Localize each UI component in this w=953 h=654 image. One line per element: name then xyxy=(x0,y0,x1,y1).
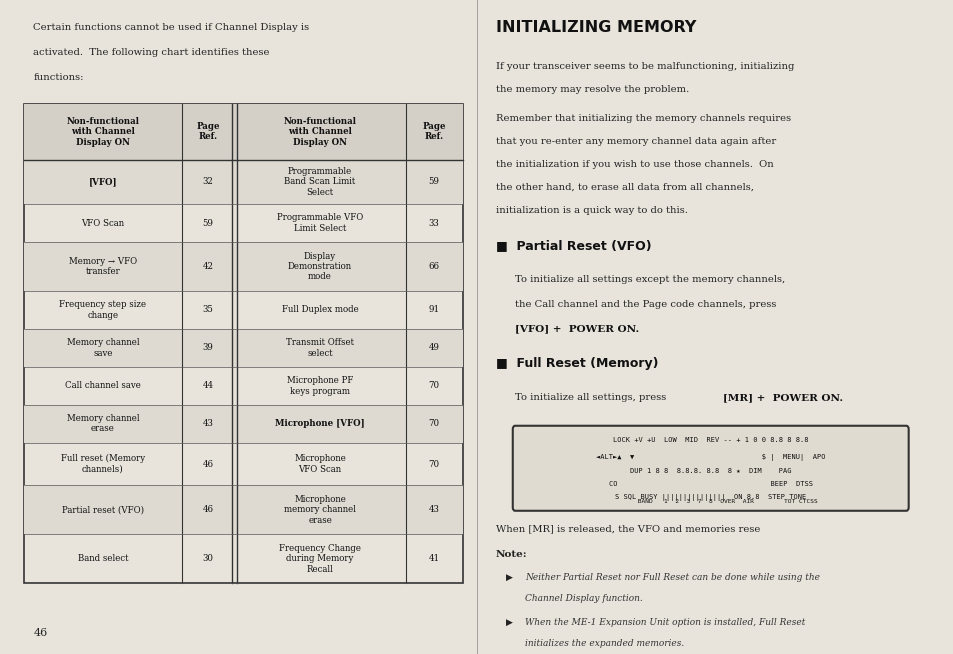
Text: initialization is a quick way to do this.: initialization is a quick way to do this… xyxy=(496,206,687,215)
Text: the Call channel and the Page code channels, press: the Call channel and the Page code chann… xyxy=(515,300,776,309)
Text: [VFO] +  POWER ON.: [VFO] + POWER ON. xyxy=(515,324,639,334)
Text: the other hand, to erase all data from all channels,: the other hand, to erase all data from a… xyxy=(496,183,753,192)
Text: To initialize all settings, press: To initialize all settings, press xyxy=(515,393,669,402)
Text: 32: 32 xyxy=(203,177,213,186)
Bar xyxy=(24,160,462,204)
Text: 35: 35 xyxy=(203,305,213,315)
Bar xyxy=(24,405,462,443)
Text: BAND   1  2  3  7  8  OVER  AIR        TOT CTCSS: BAND 1 2 3 7 8 OVER AIR TOT CTCSS xyxy=(603,499,817,504)
Text: Full reset (Memory
channels): Full reset (Memory channels) xyxy=(61,455,145,473)
Text: Microphone
VFO Scan: Microphone VFO Scan xyxy=(294,455,346,473)
Text: 42: 42 xyxy=(202,262,213,271)
Text: ▶: ▶ xyxy=(505,618,512,627)
Text: initializes the expanded memories.: initializes the expanded memories. xyxy=(524,639,683,648)
Text: 59: 59 xyxy=(202,218,213,228)
Text: When [MR] is released, the VFO and memories rese: When [MR] is released, the VFO and memor… xyxy=(496,524,760,533)
Text: Memory channel
erase: Memory channel erase xyxy=(67,414,139,434)
Text: If your transceiver seems to be malfunctioning, initializing: If your transceiver seems to be malfunct… xyxy=(496,62,794,71)
Text: Microphone [VFO]: Microphone [VFO] xyxy=(274,419,365,428)
Text: 44: 44 xyxy=(202,381,213,390)
Text: ▶: ▶ xyxy=(505,573,512,582)
Text: 49: 49 xyxy=(428,343,439,353)
Text: When the ME-1 Expansion Unit option is installed, Full Reset: When the ME-1 Expansion Unit option is i… xyxy=(524,618,804,627)
Text: Page
Ref.: Page Ref. xyxy=(196,122,220,141)
Text: Microphone
memory channel
erase: Microphone memory channel erase xyxy=(284,495,355,525)
FancyBboxPatch shape xyxy=(513,426,907,511)
Text: Transmit Offset
select: Transmit Offset select xyxy=(286,338,354,358)
Text: Non-functional
with Channel
Display ON: Non-functional with Channel Display ON xyxy=(67,117,139,146)
Text: Neither Partial Reset nor Full Reset can be done while using the: Neither Partial Reset nor Full Reset can… xyxy=(524,573,819,582)
Text: 91: 91 xyxy=(428,305,439,315)
Text: VFO Scan: VFO Scan xyxy=(81,218,124,228)
Text: DUP 1 8 8  8.8.8. 8.8  8 ★  DIM    PAG: DUP 1 8 8 8.8.8. 8.8 8 ★ DIM PAG xyxy=(629,468,791,474)
Text: Memory → VFO
transfer: Memory → VFO transfer xyxy=(69,257,137,276)
Text: Certain functions cannot be used if Channel Display is: Certain functions cannot be used if Chan… xyxy=(33,23,309,32)
Text: Note:: Note: xyxy=(496,550,527,559)
Text: [VFO]: [VFO] xyxy=(89,177,117,186)
Bar xyxy=(24,329,462,367)
Text: Band select: Band select xyxy=(77,555,128,563)
Text: 70: 70 xyxy=(428,419,439,428)
Text: Microphone PF
keys program: Microphone PF keys program xyxy=(287,376,353,396)
Text: Full Duplex mode: Full Duplex mode xyxy=(281,305,358,315)
Text: Frequency Change
during Memory
Recall: Frequency Change during Memory Recall xyxy=(279,544,360,574)
Text: 33: 33 xyxy=(428,218,439,228)
Text: the initialization if you wish to use those channels.  On: the initialization if you wish to use th… xyxy=(496,160,773,169)
Text: 39: 39 xyxy=(203,343,213,353)
Text: Display
Demonstration
mode: Display Demonstration mode xyxy=(288,252,352,281)
Text: 30: 30 xyxy=(202,555,213,563)
Text: Programmable
Band Scan Limit
Select: Programmable Band Scan Limit Select xyxy=(284,167,355,197)
Text: Memory channel
save: Memory channel save xyxy=(67,338,139,358)
Text: 46: 46 xyxy=(202,506,213,514)
Text: To initialize all settings except the memory channels,: To initialize all settings except the me… xyxy=(515,275,784,284)
Text: 43: 43 xyxy=(203,419,213,428)
Text: 70: 70 xyxy=(428,460,439,468)
Text: the memory may resolve the problem.: the memory may resolve the problem. xyxy=(496,85,689,94)
Text: Partial reset (VFO): Partial reset (VFO) xyxy=(62,506,144,514)
Text: 46: 46 xyxy=(202,460,213,468)
Text: 43: 43 xyxy=(428,506,439,514)
Text: functions:: functions: xyxy=(33,73,84,82)
Text: activated.  The following chart identifies these: activated. The following chart identifie… xyxy=(33,48,270,57)
Text: 41: 41 xyxy=(428,555,439,563)
Text: Programmable VFO
Limit Select: Programmable VFO Limit Select xyxy=(276,213,363,233)
Text: 66: 66 xyxy=(428,262,439,271)
Text: ■  Partial Reset (VFO): ■ Partial Reset (VFO) xyxy=(496,239,651,252)
Text: ◄ALT►▲  ▼                              $ |  MENU|  APO: ◄ALT►▲ ▼ $ | MENU| APO xyxy=(596,454,824,461)
Bar xyxy=(24,104,462,583)
Text: Remember that initializing the memory channels requires: Remember that initializing the memory ch… xyxy=(496,114,790,124)
Text: that you re-enter any memory channel data again after: that you re-enter any memory channel dat… xyxy=(496,137,776,146)
Text: Frequency step size
change: Frequency step size change xyxy=(59,300,146,320)
Text: Page
Ref.: Page Ref. xyxy=(422,122,445,141)
Text: CO                                    BEEP  DTSS: CO BEEP DTSS xyxy=(608,481,812,487)
Bar xyxy=(24,485,462,534)
Text: Channel Display function.: Channel Display function. xyxy=(524,594,641,603)
Text: [MR] +  POWER ON.: [MR] + POWER ON. xyxy=(722,393,841,402)
Bar xyxy=(24,104,462,160)
Text: 46: 46 xyxy=(33,628,48,638)
Text: Non-functional
with Channel
Display ON: Non-functional with Channel Display ON xyxy=(283,117,356,146)
Text: Call channel save: Call channel save xyxy=(65,381,141,390)
Text: 70: 70 xyxy=(428,381,439,390)
Text: INITIALIZING MEMORY: INITIALIZING MEMORY xyxy=(496,20,696,35)
Text: 59: 59 xyxy=(428,177,439,186)
Bar xyxy=(24,242,462,291)
Text: S SQL BUSY |||||||||||||||  ON 8.8  STEP TONE: S SQL BUSY ||||||||||||||| ON 8.8 STEP T… xyxy=(615,494,805,502)
Text: LOCK +V +U  LOW  MID  REV -- + 1 0 0 8.8 8 8.8: LOCK +V +U LOW MID REV -- + 1 0 0 8.8 8 … xyxy=(613,437,807,443)
Text: ■  Full Reset (Memory): ■ Full Reset (Memory) xyxy=(496,357,658,370)
